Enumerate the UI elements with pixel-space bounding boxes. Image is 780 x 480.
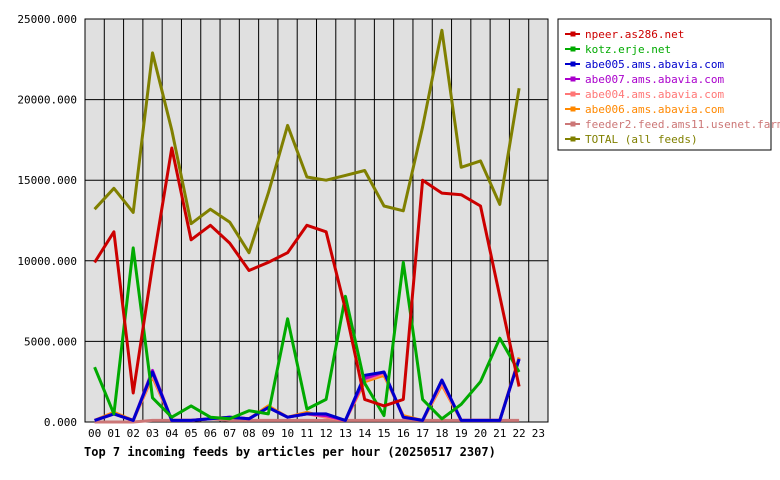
x-tick-label: 11	[300, 427, 313, 440]
x-tick-label: 19	[455, 427, 468, 440]
legend-label: kotz.erje.net	[585, 43, 671, 56]
x-tick-label: 23	[532, 427, 545, 440]
legend-label: feeder2.feed.ams11.usenet.farm	[585, 118, 780, 131]
series-line	[94, 358, 521, 422]
x-tick-label: 22	[512, 427, 525, 440]
y-tick-label: 0.000	[44, 416, 77, 429]
x-tick-label: 05	[184, 427, 197, 440]
x-tick-label: 16	[397, 427, 410, 440]
chart-title: Top 7 incoming feeds by articles per hou…	[84, 445, 496, 459]
legend-marker	[570, 61, 576, 67]
series-line	[93, 246, 521, 421]
legend-label: abe006.ams.abavia.com	[585, 103, 724, 116]
legend-marker	[570, 46, 576, 52]
x-tick-label: 10	[281, 427, 294, 440]
legend-label: abe005.ams.abavia.com	[585, 58, 724, 71]
x-axis: 00 01 02 03 04 05 06 07 08 09 10 11 12 13 14 15 16 17 18 19…	[88, 427, 545, 440]
legend-marker	[570, 76, 576, 82]
x-tick-label: 20	[474, 427, 487, 440]
legend-label: TOTAL (all feeds)	[585, 133, 698, 146]
legend-marker	[570, 91, 576, 97]
x-tick-label: 12	[320, 427, 333, 440]
y-axis: 0.000 5000.000 10000.000 15000.000 20000.000…	[17, 13, 77, 429]
x-tick-label: 00	[88, 427, 101, 440]
legend: npeer.as286.net kotz.erje.net abe005.ams.a…	[557, 18, 780, 151]
x-tick-label: 09	[262, 427, 275, 440]
x-tick-label: 04	[165, 427, 179, 440]
series-line	[93, 146, 521, 408]
legend-marker	[570, 106, 576, 112]
x-tick-label: 07	[223, 427, 236, 440]
y-tick-label: 25000.000	[17, 13, 77, 26]
y-tick-label: 10000.000	[17, 255, 77, 268]
x-tick-label: 14	[358, 427, 372, 440]
x-tick-label: 08	[242, 427, 255, 440]
legend-marker	[570, 31, 576, 37]
y-tick-label: 5000.000	[24, 335, 77, 348]
legend-label: abe007.ams.abavia.com	[585, 73, 724, 86]
x-tick-label: 13	[339, 427, 352, 440]
legend-marker	[570, 121, 576, 127]
x-tick-label: 21	[493, 427, 506, 440]
y-tick-label: 20000.000	[17, 94, 77, 107]
legend-label: abe004.ams.abavia.com	[585, 88, 724, 101]
series-line	[94, 417, 520, 424]
legend-label: npeer.as286.net	[585, 28, 684, 41]
grid-lines	[85, 19, 548, 422]
series-line	[93, 28, 521, 255]
x-tick-label: 17	[416, 427, 429, 440]
x-tick-label: 06	[204, 427, 217, 440]
x-tick-label: 02	[127, 427, 140, 440]
x-tick-label: 03	[146, 427, 159, 440]
series-lines	[93, 28, 521, 424]
x-tick-label: 18	[435, 427, 448, 440]
y-tick-label: 15000.000	[17, 174, 77, 187]
x-tick-label: 15	[377, 427, 390, 440]
x-tick-label: 01	[107, 427, 120, 440]
legend-marker	[570, 136, 576, 142]
legend-box	[557, 18, 772, 151]
